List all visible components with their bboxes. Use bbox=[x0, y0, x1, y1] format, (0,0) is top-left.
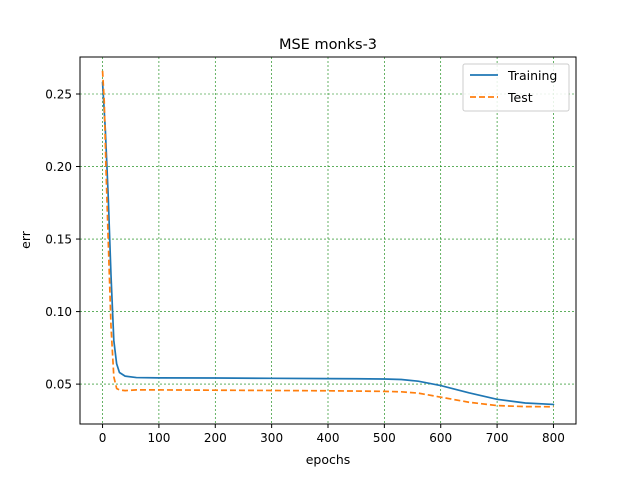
x-tick-label: 400 bbox=[317, 431, 340, 445]
y-tick-label: 0.10 bbox=[45, 305, 72, 319]
x-tick-label: 700 bbox=[486, 431, 509, 445]
y-tick-label: 0.20 bbox=[45, 160, 72, 174]
y-tick-label: 0.15 bbox=[45, 233, 72, 247]
x-tick-label: 200 bbox=[204, 431, 227, 445]
y-tick-label: 0.25 bbox=[45, 87, 72, 101]
legend-label-test: Test bbox=[507, 90, 533, 105]
x-tick-label: 100 bbox=[147, 431, 170, 445]
x-tick-label: 600 bbox=[429, 431, 452, 445]
x-tick-label: 500 bbox=[373, 431, 396, 445]
legend: Training Test bbox=[462, 63, 570, 112]
series-line-training bbox=[101, 81, 555, 406]
x-axis-label: epochs bbox=[306, 452, 351, 467]
series-line-test bbox=[101, 70, 554, 408]
legend-label-training: Training bbox=[507, 68, 557, 83]
x-ticks: 0 100 200 300 400 500 600 700 800 bbox=[99, 424, 565, 445]
chart-title: MSE monks-3 bbox=[279, 37, 377, 53]
grid-layer bbox=[80, 57, 576, 424]
x-tick-label: 0 bbox=[99, 431, 107, 445]
series-layer bbox=[101, 70, 555, 408]
x-tick-label: 300 bbox=[260, 431, 283, 445]
x-tick-label: 800 bbox=[542, 431, 565, 445]
y-ticks: 0.05 0.10 0.15 0.20 0.25 bbox=[45, 87, 80, 392]
y-axis-label: err bbox=[18, 230, 33, 249]
y-tick-label: 0.05 bbox=[45, 378, 72, 392]
